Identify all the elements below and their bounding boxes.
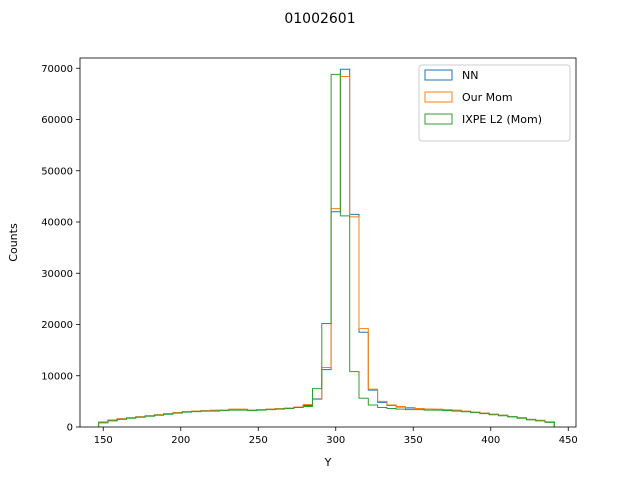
x-tick-label-6: 450 — [559, 435, 578, 446]
y-tick-label-0: 0 — [67, 423, 73, 434]
x-tick-label-2: 250 — [249, 435, 268, 446]
y-axis-label: Counts — [7, 223, 20, 262]
legend-swatch-1 — [424, 91, 453, 103]
legend-box — [418, 64, 571, 142]
x-tick-label-4: 350 — [404, 435, 423, 446]
y-tick-label-6: 60000 — [41, 115, 73, 126]
y-tick-label-7: 70000 — [41, 64, 73, 75]
legend-label-2: IXPE L2 (Mom) — [462, 113, 542, 126]
x-tick-label-0: 150 — [94, 435, 113, 446]
legend: NN Our Mom IXPE L2 (Mom) — [418, 64, 571, 142]
plot-frame — [79, 57, 577, 428]
legend-label-1: Our Mom — [462, 91, 513, 104]
x-tick-label-5: 400 — [481, 435, 500, 446]
y-tick-label-3: 30000 — [41, 269, 73, 280]
x-tick-label-3: 300 — [326, 435, 345, 446]
x-axis-label: Y — [324, 456, 332, 469]
legend-label-0: NN — [462, 69, 478, 82]
y-tick-label-5: 50000 — [41, 166, 73, 177]
y-tick-label-4: 40000 — [41, 218, 73, 229]
chart-title: 01002601 — [284, 11, 355, 27]
legend-swatch-2 — [424, 113, 453, 125]
x-tick-label-1: 200 — [171, 435, 190, 446]
series-line-2 — [98, 73, 555, 427]
series-layer — [98, 68, 555, 427]
legend-swatch-0 — [424, 69, 453, 81]
y-tick-label-2: 20000 — [41, 320, 73, 331]
y-tick-label-1: 10000 — [41, 371, 73, 382]
axes-layer: 150 200 250 300 350 400 450 0 10000 20000 30000 400… — [41, 64, 578, 446]
